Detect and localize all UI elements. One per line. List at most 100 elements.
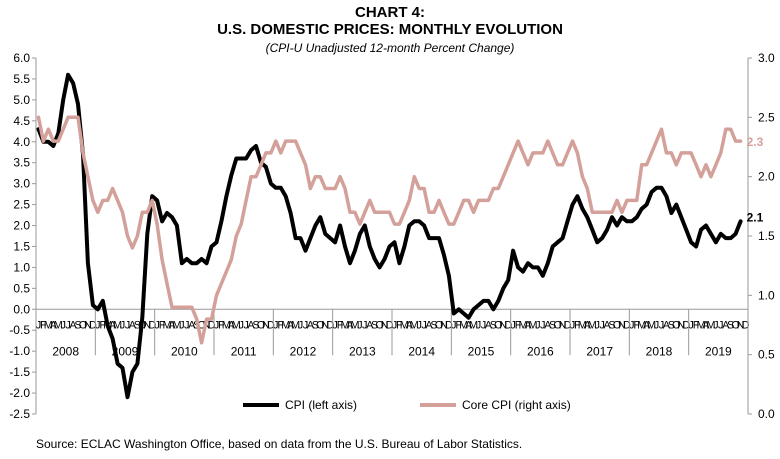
legend-cpi-swatch — [243, 403, 279, 407]
month-tick-label: N — [559, 319, 567, 331]
month-tick-label: J — [36, 319, 42, 331]
month-tick-label: A — [287, 319, 295, 331]
month-tick-label: M — [291, 319, 300, 331]
month-tick-label: S — [668, 319, 675, 331]
year-label: 2012 — [290, 344, 317, 358]
month-tick-label: J — [362, 319, 368, 331]
month-tick-label: D — [504, 319, 512, 331]
month-tick-label: S — [252, 319, 259, 331]
month-tick-label: A — [465, 319, 473, 331]
month-tick-label: M — [281, 319, 290, 331]
month-tick-label: M — [44, 319, 53, 331]
month-tick-label: F — [455, 319, 462, 331]
month-tick-label: A — [129, 319, 137, 331]
month-tick-label: D — [445, 319, 453, 331]
month-tick-label: J — [184, 319, 190, 331]
month-tick-label: A — [663, 319, 671, 331]
month-tick-label: J — [535, 319, 541, 331]
month-tick-label: S — [74, 319, 81, 331]
left-tick-label: 4.0 — [13, 135, 30, 149]
month-tick-label: O — [375, 319, 384, 331]
month-tick-label: J — [243, 319, 249, 331]
right-tick-label: 3.0 — [758, 51, 775, 65]
month-tick-label: A — [722, 319, 730, 331]
month-tick-label: J — [476, 319, 482, 331]
month-tick-label: M — [54, 319, 63, 331]
right-tick-label: 0.0 — [758, 407, 775, 421]
month-tick-label: M — [578, 319, 587, 331]
core-cpi-line — [36, 115, 743, 345]
legend-core-cpi-swatch — [420, 403, 456, 407]
month-tick-label: A — [485, 319, 493, 331]
month-tick-label: F — [218, 319, 225, 331]
legend-cpi: CPI (left axis) — [243, 398, 357, 412]
month-tick-label: S — [608, 319, 615, 331]
month-tick-label: A — [702, 319, 710, 331]
month-tick-label: A — [346, 319, 354, 331]
month-tick-label: A — [307, 319, 315, 331]
left-tick-label: 5.5 — [13, 72, 30, 86]
month-tick-label: M — [459, 319, 468, 331]
month-tick-label: F — [337, 319, 344, 331]
month-tick-label: J — [570, 319, 576, 331]
left-tick-label: 1.0 — [13, 260, 30, 274]
year-label: 2009 — [112, 344, 139, 358]
chart-source: Source: ECLAC Washington Office, based o… — [36, 437, 523, 451]
month-tick-label: M — [172, 319, 181, 331]
chart-caption: (CPI-U Unadjusted 12-month Percent Chang… — [265, 41, 515, 55]
month-tick-label: N — [143, 319, 151, 331]
left-tick-label: 0.5 — [13, 281, 30, 295]
left-tick-label: 0.0 — [13, 302, 30, 316]
year-label: 2018 — [646, 344, 673, 358]
month-tick-label: A — [188, 319, 196, 331]
month-tick-label: S — [430, 319, 437, 331]
legend-cpi-label: CPI (left axis) — [285, 398, 358, 412]
month-tick-label: M — [518, 319, 527, 331]
left-tick-label: -1.0 — [9, 344, 30, 358]
month-tick-label: D — [386, 319, 394, 331]
month-tick-label: A — [247, 319, 255, 331]
right-tick-label: 2.5 — [758, 110, 775, 124]
month-tick-label: F — [40, 319, 47, 331]
core-cpi-end-label: 2.3 — [747, 135, 764, 149]
left-tick-label: -1.5 — [9, 365, 30, 379]
month-tick-label: A — [366, 319, 374, 331]
month-tick-label: J — [179, 319, 185, 331]
month-tick-label: F — [99, 319, 106, 331]
month-tick-label: O — [613, 319, 622, 331]
month-tick-label: M — [469, 319, 478, 331]
month-tick-label: O — [197, 319, 206, 331]
month-tick-label: N — [440, 319, 448, 331]
month-tick-label: J — [451, 319, 457, 331]
month-tick-label: A — [603, 319, 611, 331]
month-tick-label: M — [706, 319, 715, 331]
month-tick-label: M — [232, 319, 241, 331]
month-tick-label: J — [510, 319, 516, 331]
month-tick-label: F — [159, 319, 166, 331]
month-tick-label: J — [65, 319, 71, 331]
month-tick-label: D — [148, 319, 156, 331]
month-tick-label: O — [553, 319, 562, 331]
month-tick-label: S — [490, 319, 497, 331]
month-tick-label: O — [731, 319, 740, 331]
chart-title: CHART 4: — [355, 4, 425, 21]
month-tick-label: M — [637, 319, 646, 331]
left-tick-label: 2.0 — [13, 219, 30, 233]
month-tick-label: M — [528, 319, 537, 331]
year-label: 2008 — [52, 344, 79, 358]
month-tick-label: J — [332, 319, 338, 331]
month-tick-label: N — [737, 319, 745, 331]
month-tick-label: A — [524, 319, 532, 331]
month-tick-label: O — [672, 319, 681, 331]
month-tick-label: J — [120, 319, 126, 331]
month-tick-label: A — [406, 319, 414, 331]
year-label: 2013 — [349, 344, 376, 358]
month-tick-label: M — [222, 319, 231, 331]
month-tick-label: S — [371, 319, 378, 331]
month-tick-label: D — [682, 319, 690, 331]
month-tick-label: J — [659, 319, 665, 331]
month-tick-label: A — [109, 319, 117, 331]
month-tick-label: J — [421, 319, 427, 331]
month-tick-label: M — [400, 319, 409, 331]
month-tick-label: N — [381, 319, 389, 331]
